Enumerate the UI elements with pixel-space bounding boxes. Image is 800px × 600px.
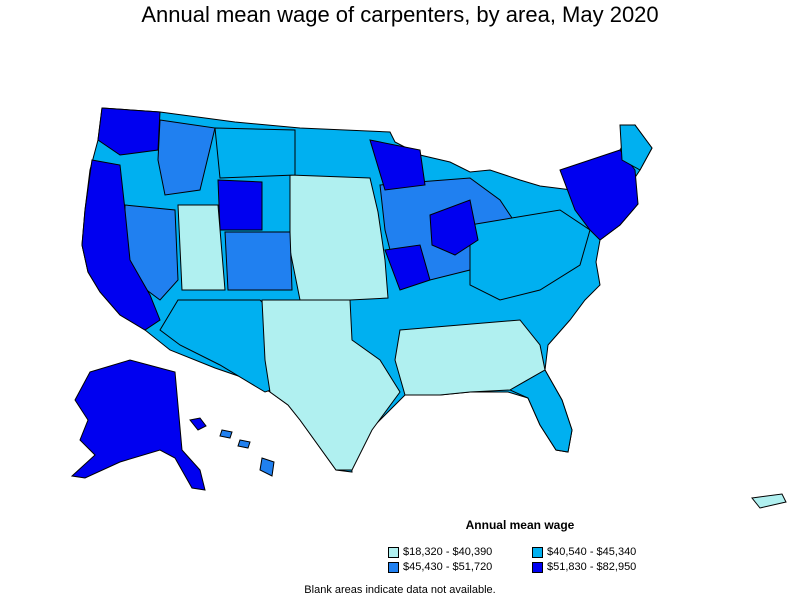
legend-label: $40,540 - $45,340 [547, 546, 637, 558]
region-chicago [429, 199, 479, 256]
region-st-louis [384, 244, 431, 291]
legend-label: $45,430 - $51,720 [403, 561, 493, 573]
legend-item-1: $18,320 - $40,390 [388, 546, 492, 558]
legend-label: $51,830 - $82,950 [547, 561, 637, 573]
region-maine [619, 124, 653, 171]
legend-swatch [532, 561, 543, 573]
puerto-rico [751, 493, 787, 509]
hawaii-big-island [259, 457, 275, 477]
region-minnesota [369, 139, 426, 191]
region-plains [289, 174, 389, 301]
region-florida [508, 369, 573, 453]
legend-item-3: $45,430 - $51,720 [388, 561, 492, 573]
hawaii-islands [219, 429, 251, 449]
region-deep-south [394, 319, 546, 396]
legend-label: $18,320 - $40,390 [403, 546, 493, 558]
legend-swatch [388, 561, 399, 573]
region-utah [177, 204, 226, 291]
legend-title: Annual mean wage [465, 518, 575, 532]
hawaii [189, 417, 207, 431]
legend-swatch [532, 546, 543, 558]
legend-item-4: $51,830 - $82,950 [532, 561, 636, 573]
region-ohio-valley [469, 209, 591, 301]
region-colorado [224, 231, 293, 291]
region-texas [261, 299, 401, 471]
region-idaho [157, 119, 216, 196]
legend-swatch [388, 546, 399, 558]
region-montana [214, 127, 296, 179]
alaska [70, 359, 206, 491]
region-west-coast [81, 159, 161, 331]
legend-item-2: $40,540 - $45,340 [532, 546, 636, 558]
footnote: Blank areas indicate data not available. [304, 584, 496, 596]
map-title: Annual mean wage of carpenters, by area,… [141, 2, 659, 27]
region-washington [97, 107, 161, 156]
region-wyoming [217, 179, 263, 231]
